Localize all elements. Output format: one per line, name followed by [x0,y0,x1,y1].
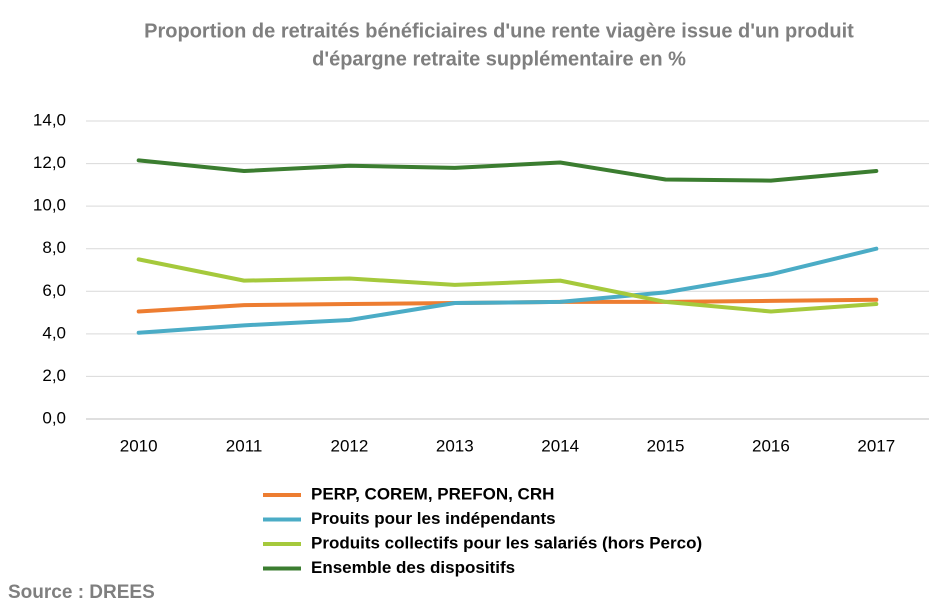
source-note: Source : DREES [8,582,155,603]
legend-label: Prouits pour les indépendants [311,509,556,528]
x-tick-label: 2014 [541,436,579,455]
legend-label: PERP, COREM, PREFON, CRH [311,484,554,503]
y-tick-label: 2,0 [42,366,66,385]
y-tick-label: 6,0 [42,281,66,300]
legend-label: Produits collectifs pour les salariés (h… [311,533,702,552]
x-tick-label: 2017 [857,436,895,455]
x-tick-label: 2010 [120,436,158,455]
y-tick-label: 8,0 [42,238,66,257]
x-tick-label: 2011 [226,436,263,455]
series-line [136,158,879,183]
x-tick-label: 2013 [436,436,474,455]
y-tick-label: 4,0 [42,323,66,342]
x-tick-label: 2012 [331,436,369,455]
series-line [136,257,879,314]
y-tick-label: 0,0 [42,408,66,427]
series-line [136,246,879,335]
x-tick-label: 2016 [752,436,790,455]
chart-title: d'épargne retraite supplémentaire en % [312,48,686,70]
legend-label: Ensemble des dispositifs [311,558,515,577]
y-tick-label: 14,0 [33,110,66,129]
chart-title: Proportion de retraités bénéficiaires d'… [144,20,854,42]
x-tick-label: 2015 [647,436,685,455]
y-tick-label: 10,0 [33,196,66,215]
y-tick-label: 12,0 [33,153,66,172]
